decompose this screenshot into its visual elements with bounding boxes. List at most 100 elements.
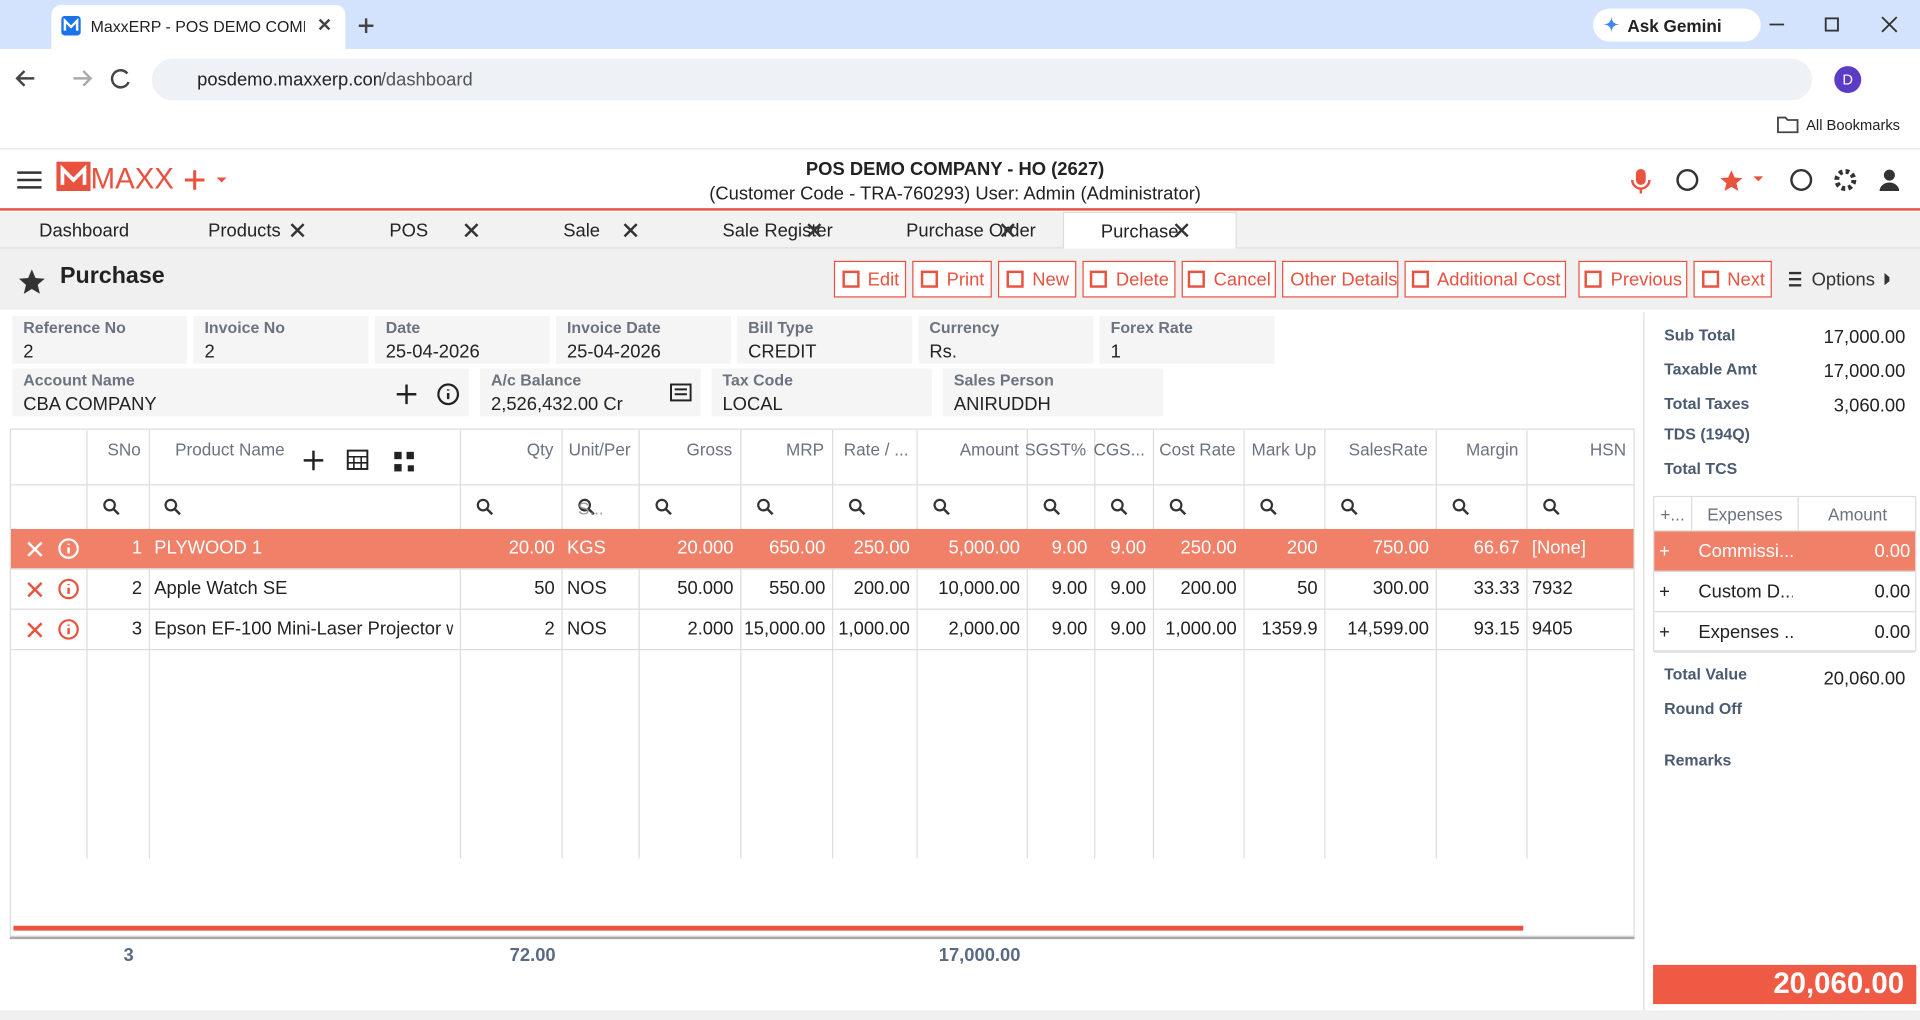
form-field[interactable]: Invoice Date 25-04-2026 xyxy=(555,315,732,364)
grid-row[interactable] xyxy=(11,569,1634,610)
filter-search[interactable] xyxy=(103,498,120,516)
data-grid xyxy=(9,428,1635,937)
nav-buttons[interactable] xyxy=(15,66,137,90)
form-field[interactable]: Date 25-04-2026 xyxy=(374,315,550,364)
filter-search[interactable] xyxy=(1110,498,1128,516)
filter-search[interactable] xyxy=(164,498,181,516)
grid-row[interactable] xyxy=(11,528,1634,570)
tab-close[interactable] xyxy=(317,17,332,32)
form-field[interactable]: Tax Code LOCAL xyxy=(711,368,932,417)
module-tab[interactable]: Purchase xyxy=(1062,211,1237,249)
column-header[interactable]: MRP xyxy=(785,439,825,460)
column-header[interactable]: Margin xyxy=(1465,439,1519,460)
grid-cell: KGS xyxy=(566,536,606,558)
total-amount: 17,000.00 xyxy=(938,944,1021,966)
column-header[interactable]: HSN xyxy=(1589,439,1627,460)
form-field[interactable]: Forex Rate 1 xyxy=(1099,315,1275,364)
product-tools[interactable] xyxy=(302,448,535,475)
avatar[interactable]: D xyxy=(1834,66,1862,94)
filter-search[interactable] xyxy=(933,498,950,516)
action-button[interactable]: Previous xyxy=(1578,260,1688,298)
bookmarks-bar xyxy=(0,102,1920,150)
ask-gemini[interactable]: Ask Gemini xyxy=(1593,8,1761,42)
tab-close-button[interactable] xyxy=(289,222,306,239)
header-icons[interactable] xyxy=(1629,168,1903,195)
filter-search[interactable] xyxy=(476,498,494,516)
module-tab[interactable]: Purchase Order xyxy=(869,212,1062,249)
module-tab[interactable]: Products xyxy=(171,212,352,249)
module-tab[interactable]: Sale Register xyxy=(686,212,870,249)
column-header[interactable]: CGS... xyxy=(1093,439,1145,460)
action-button[interactable]: Edit xyxy=(833,260,907,298)
filter-search[interactable] xyxy=(848,498,866,516)
grid-row[interactable] xyxy=(11,610,1634,651)
action-button[interactable]: Delete xyxy=(1082,260,1176,298)
bookmarks-label: All Bookmarks xyxy=(1806,116,1901,134)
column-header[interactable]: Amount xyxy=(959,439,1019,460)
column-header[interactable]: Unit/Per xyxy=(568,439,631,460)
column-header[interactable]: Rate / ... xyxy=(843,439,909,460)
delete-row[interactable] xyxy=(26,540,44,558)
column-header[interactable]: SGST% xyxy=(1026,439,1087,460)
column-header[interactable]: SNo xyxy=(107,439,141,460)
action-button[interactable]: Next xyxy=(1693,260,1772,298)
filter-search[interactable] xyxy=(1043,498,1061,516)
form-field[interactable]: Bill Type CREDIT xyxy=(737,315,913,364)
filter-search[interactable] xyxy=(1543,498,1560,516)
row-info[interactable] xyxy=(58,538,80,560)
form-field[interactable]: Account Name CBA COMPANY xyxy=(12,368,469,417)
tab-close-button[interactable] xyxy=(463,222,480,239)
module-tab[interactable]: POS xyxy=(353,212,527,249)
favourite-star[interactable] xyxy=(18,268,45,294)
field-value: 25-04-2026 xyxy=(566,341,661,362)
grid-cell: 250.00 xyxy=(1180,536,1237,558)
column-header[interactable]: Gross xyxy=(686,439,733,460)
tab-close-button[interactable] xyxy=(806,222,823,239)
account-info[interactable] xyxy=(436,382,460,406)
action-button[interactable]: Additional Cost xyxy=(1404,260,1567,298)
action-button[interactable]: Other Details xyxy=(1282,260,1399,298)
balance-detail[interactable] xyxy=(670,383,692,402)
column-header[interactable]: SalesRate xyxy=(1348,439,1428,460)
filter-search[interactable] xyxy=(1452,498,1470,516)
module-tab[interactable]: Dashboard xyxy=(0,212,171,249)
action-button[interactable]: Print xyxy=(912,260,992,298)
action-button[interactable]: Cancel xyxy=(1181,260,1276,298)
expense-row[interactable] xyxy=(1654,572,1916,613)
form-field[interactable]: A/c Balance 2,526,432.00 Cr xyxy=(480,368,701,417)
filter-search[interactable] xyxy=(655,498,672,516)
field-label: Date xyxy=(385,318,421,337)
expense-row[interactable] xyxy=(1654,531,1916,572)
tab-close-button[interactable] xyxy=(1173,222,1190,239)
filter-search[interactable] xyxy=(1169,498,1187,516)
add-account[interactable] xyxy=(394,382,418,406)
quick-add[interactable] xyxy=(184,169,231,191)
filter-search[interactable] xyxy=(757,498,774,516)
logo-text: MAXX xyxy=(90,162,174,196)
caret xyxy=(1884,273,1890,286)
expense-row[interactable] xyxy=(1654,612,1916,653)
delete-row[interactable] xyxy=(26,580,44,598)
form-field[interactable]: Currency Rs. xyxy=(918,315,1094,364)
column-header[interactable]: Product Name xyxy=(175,439,285,460)
delete-row[interactable] xyxy=(26,621,44,639)
options-button[interactable]: Options xyxy=(1788,261,1904,298)
row-info[interactable] xyxy=(58,578,80,600)
column-header[interactable]: Mark Up xyxy=(1251,439,1317,460)
button-label: Next xyxy=(1727,268,1766,290)
module-tab[interactable]: Sale xyxy=(527,212,686,249)
menu-button[interactable] xyxy=(17,170,42,190)
filter-search[interactable] xyxy=(1260,498,1277,516)
action-button[interactable]: New xyxy=(997,260,1077,298)
row-info[interactable] xyxy=(58,618,80,640)
tab-close-button[interactable] xyxy=(999,222,1016,239)
form-field[interactable]: Sales Person ANIRUDDH xyxy=(942,368,1164,417)
filter-search[interactable] xyxy=(578,498,595,516)
column-header[interactable]: Cost Rate xyxy=(1159,439,1236,460)
form-field[interactable]: Reference No 2 xyxy=(12,315,188,364)
column-header[interactable]: Qty xyxy=(526,439,554,460)
omnibox[interactable] xyxy=(151,58,1813,101)
form-field[interactable]: Invoice No 2 xyxy=(193,315,369,364)
filter-search[interactable] xyxy=(1341,498,1358,516)
tab-close-button[interactable] xyxy=(622,222,639,239)
